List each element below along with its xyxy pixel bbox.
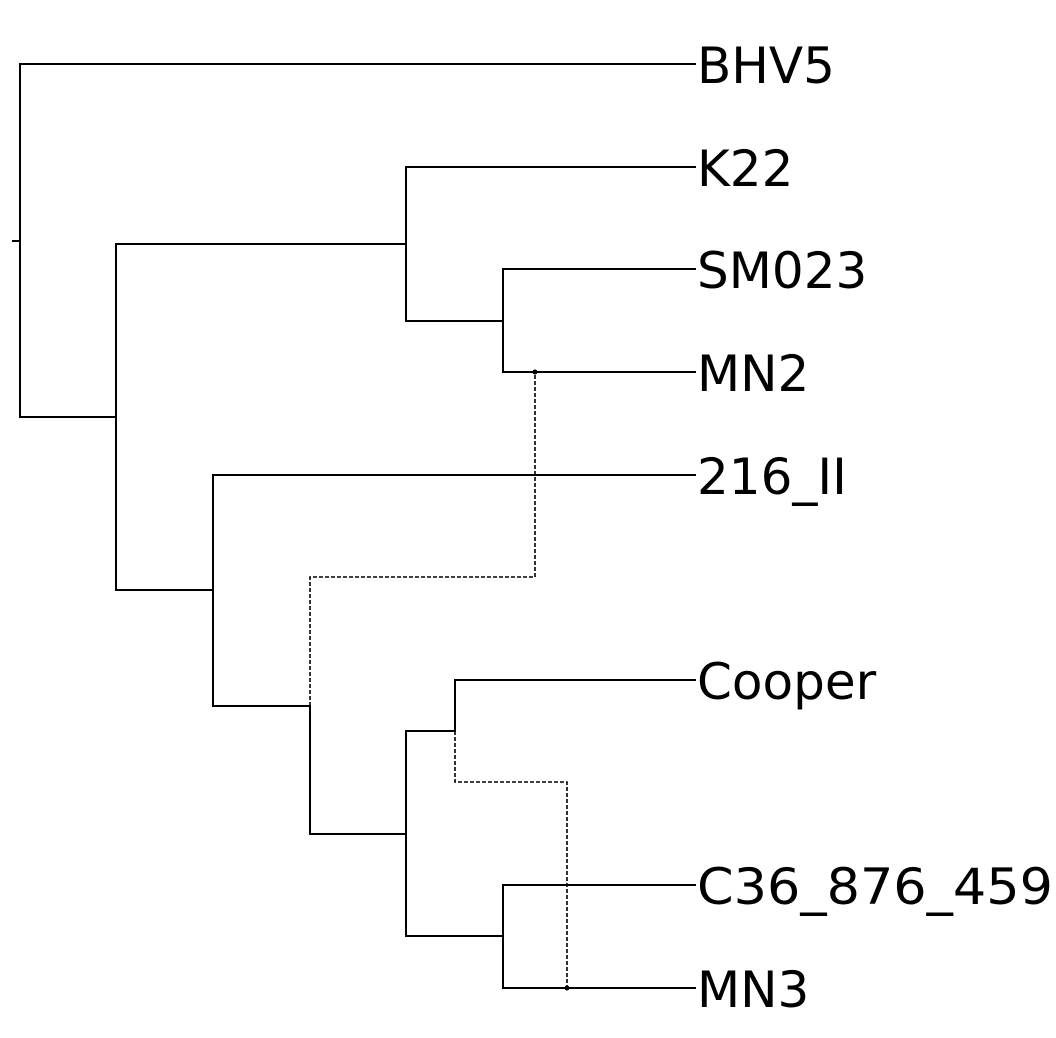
taxon-label-216-ii: 216_II [697,448,847,506]
taxon-label-c36-876-459: C36_876_459 [697,858,1053,916]
taxon-label-sm023: SM023 [697,242,867,300]
reticulation-point-mn2 [532,369,538,375]
reticulation-point-mn3 [564,985,570,991]
reticulation-edge-mn3 [454,731,568,988]
reticulation-edge-mn2 [309,372,536,706]
taxon-label-k22: K22 [697,140,793,198]
taxon-label-mn2: MN2 [697,345,809,403]
taxon-label-bhv5: BHV5 [697,37,835,95]
taxon-label-mn3: MN3 [697,961,809,1019]
taxon-label-cooper: Cooper [697,653,877,711]
